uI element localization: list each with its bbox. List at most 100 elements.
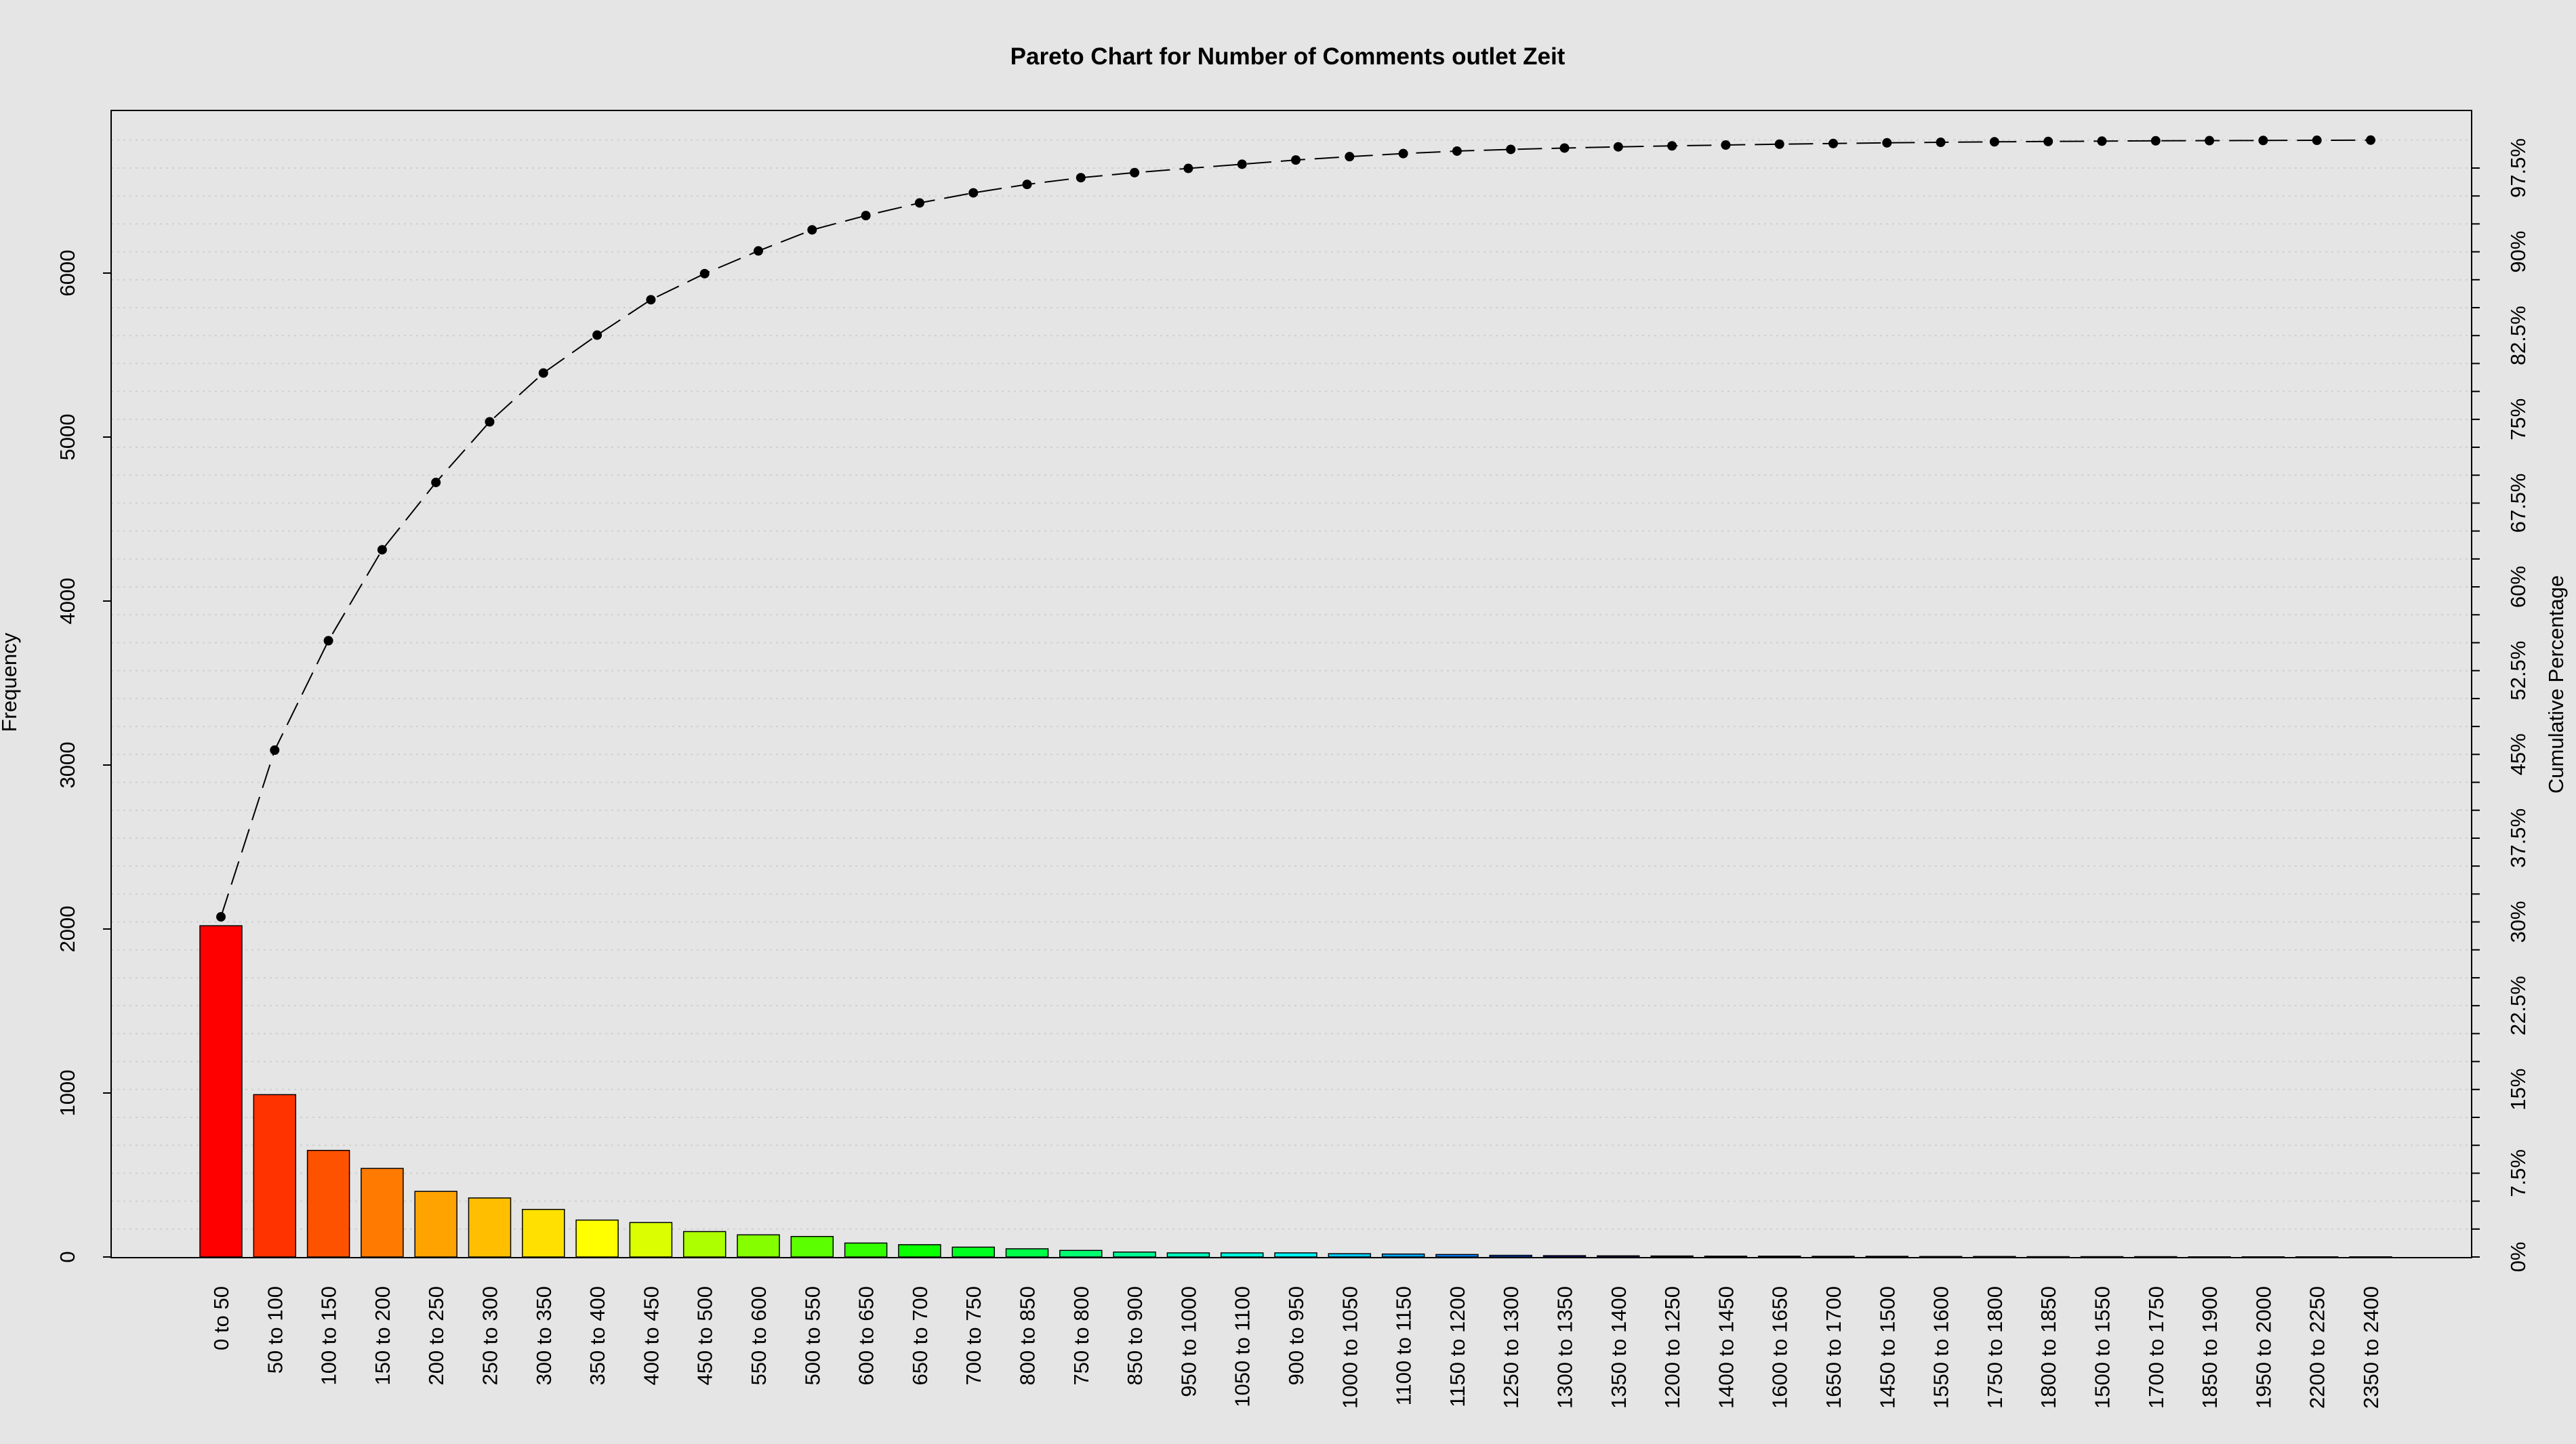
x-tick-label: 1650 to 1700 [1822,1286,1845,1409]
y-tick-label: 0 [56,1251,79,1262]
bar [1542,1255,1587,1258]
bar [468,1197,512,1258]
x-tick-label: 500 to 550 [800,1286,824,1386]
y2-tick-label: 60% [2506,566,2530,608]
y-tick-label: 6000 [56,250,79,297]
cumulative-point [270,745,280,756]
bar [1597,1255,1640,1258]
x-tick-label: 700 to 750 [962,1286,985,1386]
bar [414,1191,457,1258]
y2-tick-label: 82.5% [2506,306,2530,365]
bar [790,1236,834,1258]
bar [1812,1256,1855,1258]
bar [1220,1252,1264,1258]
y2-tick-label: 75% [2506,398,2530,440]
cumulative-point [431,477,441,487]
x-tick-label: 0 to 50 [209,1286,233,1350]
cumulative-point [646,295,656,305]
bar [1919,1256,1963,1258]
x-tick-label: 1950 to 2000 [2251,1286,2275,1409]
x-tick-label: 1050 to 1100 [1231,1286,1254,1407]
cumulative-point [2205,136,2215,146]
cumulative-point [2150,136,2161,146]
bar [2134,1256,2178,1258]
chart-title: Pareto Chart for Number of Comments outl… [1010,43,1566,70]
x-tick-label: 1600 to 1650 [1768,1286,1792,1409]
y2-axis-label: Cumulative Percentage [2544,575,2568,793]
cumulative-point [323,636,333,646]
x-tick-label: 100 to 150 [317,1286,341,1386]
y2-tick-label: 52.5% [2506,641,2530,701]
cumulative-point [2097,136,2107,146]
cumulative-point [861,211,871,221]
bar [1757,1256,1801,1258]
x-tick-label: 550 to 600 [747,1286,771,1386]
x-tick-label: 1700 to 1750 [2144,1286,2168,1409]
x-tick-label: 250 to 300 [478,1286,502,1386]
bar [199,925,243,1258]
y-tick-label: 1000 [56,1070,79,1117]
cumulative-point [1291,155,1301,165]
x-tick-label: 850 to 900 [1123,1286,1147,1386]
cumulative-line [216,135,2375,922]
y2-tick-label: 0% [2506,1242,2530,1273]
x-tick-label: 1250 to 1300 [1499,1286,1523,1409]
x-tick-label: 1850 to 1900 [2198,1286,2222,1409]
cumulative-point [1989,137,1999,147]
x-tick-label: 1400 to 1450 [1714,1286,1738,1409]
bars [199,925,2392,1258]
x-tick-label: 750 to 800 [1069,1286,1093,1386]
bar [629,1222,673,1258]
x-tick-label: 1200 to 1250 [1660,1286,1684,1409]
bar [253,1094,297,1258]
bar [1973,1256,2016,1258]
x-tick-label: 1100 to 1150 [1392,1286,1416,1405]
x-tick-label: 1800 to 1850 [2037,1286,2060,1409]
bar [1865,1256,1909,1258]
cumulative-point [1613,142,1623,152]
x-tick-label: 2200 to 2250 [2306,1286,2329,1409]
cumulative-point [1452,146,1462,156]
y-axis-label: Frequency [0,632,21,732]
cumulative-point [1506,144,1516,154]
x-tick-label: 300 to 350 [532,1286,556,1386]
y2-tick-label: 45% [2506,733,2530,775]
x-tick-label: 800 to 850 [1016,1286,1040,1386]
x-tick-label: 200 to 250 [424,1286,448,1386]
bar [737,1234,780,1258]
y-tick-label: 5000 [56,414,79,461]
x-tick-label: 150 to 200 [371,1286,394,1386]
x-axis: 0 to 50 50 to 100 100 to 150 150 to 200 200 … [209,1286,2383,1409]
y2-tick-label: 90% [2506,231,2530,273]
bar [1489,1254,1532,1258]
bar [898,1244,941,1258]
bar [1328,1253,1372,1258]
x-tick-label: 1350 to 1400 [1607,1286,1631,1409]
x-tick-label: 50 to 100 [263,1286,287,1374]
x-tick-label: 1500 to 1550 [2091,1286,2114,1409]
cumulative-point [1721,140,1731,150]
bar [682,1231,727,1258]
cumulative-point [1936,138,1946,148]
bar [1166,1252,1210,1258]
cumulative-point [2312,136,2322,146]
cumulative-point [2366,135,2375,145]
cumulative-point [592,330,602,340]
bar [522,1209,565,1258]
cumulative-point [2258,136,2268,146]
cumulative-point [1667,141,1677,151]
x-tick-label: 900 to 950 [1284,1286,1308,1386]
bar [1650,1255,1694,1258]
cumulative-point [914,198,924,208]
bar [952,1246,995,1258]
cumulative-point [2043,136,2053,146]
cumulative-point [1076,173,1086,183]
cumulative-point [538,368,548,378]
cumulative-point [1345,152,1355,162]
x-tick-label: 600 to 650 [855,1286,878,1386]
grid-lines [111,139,2472,1230]
x-tick-label: 400 to 450 [639,1286,663,1386]
y-axis: 0 1000 2000 3000 4000 5000 6000 [56,250,111,1263]
x-tick-label: 1550 to 1600 [1929,1286,1953,1409]
bar [844,1242,888,1258]
